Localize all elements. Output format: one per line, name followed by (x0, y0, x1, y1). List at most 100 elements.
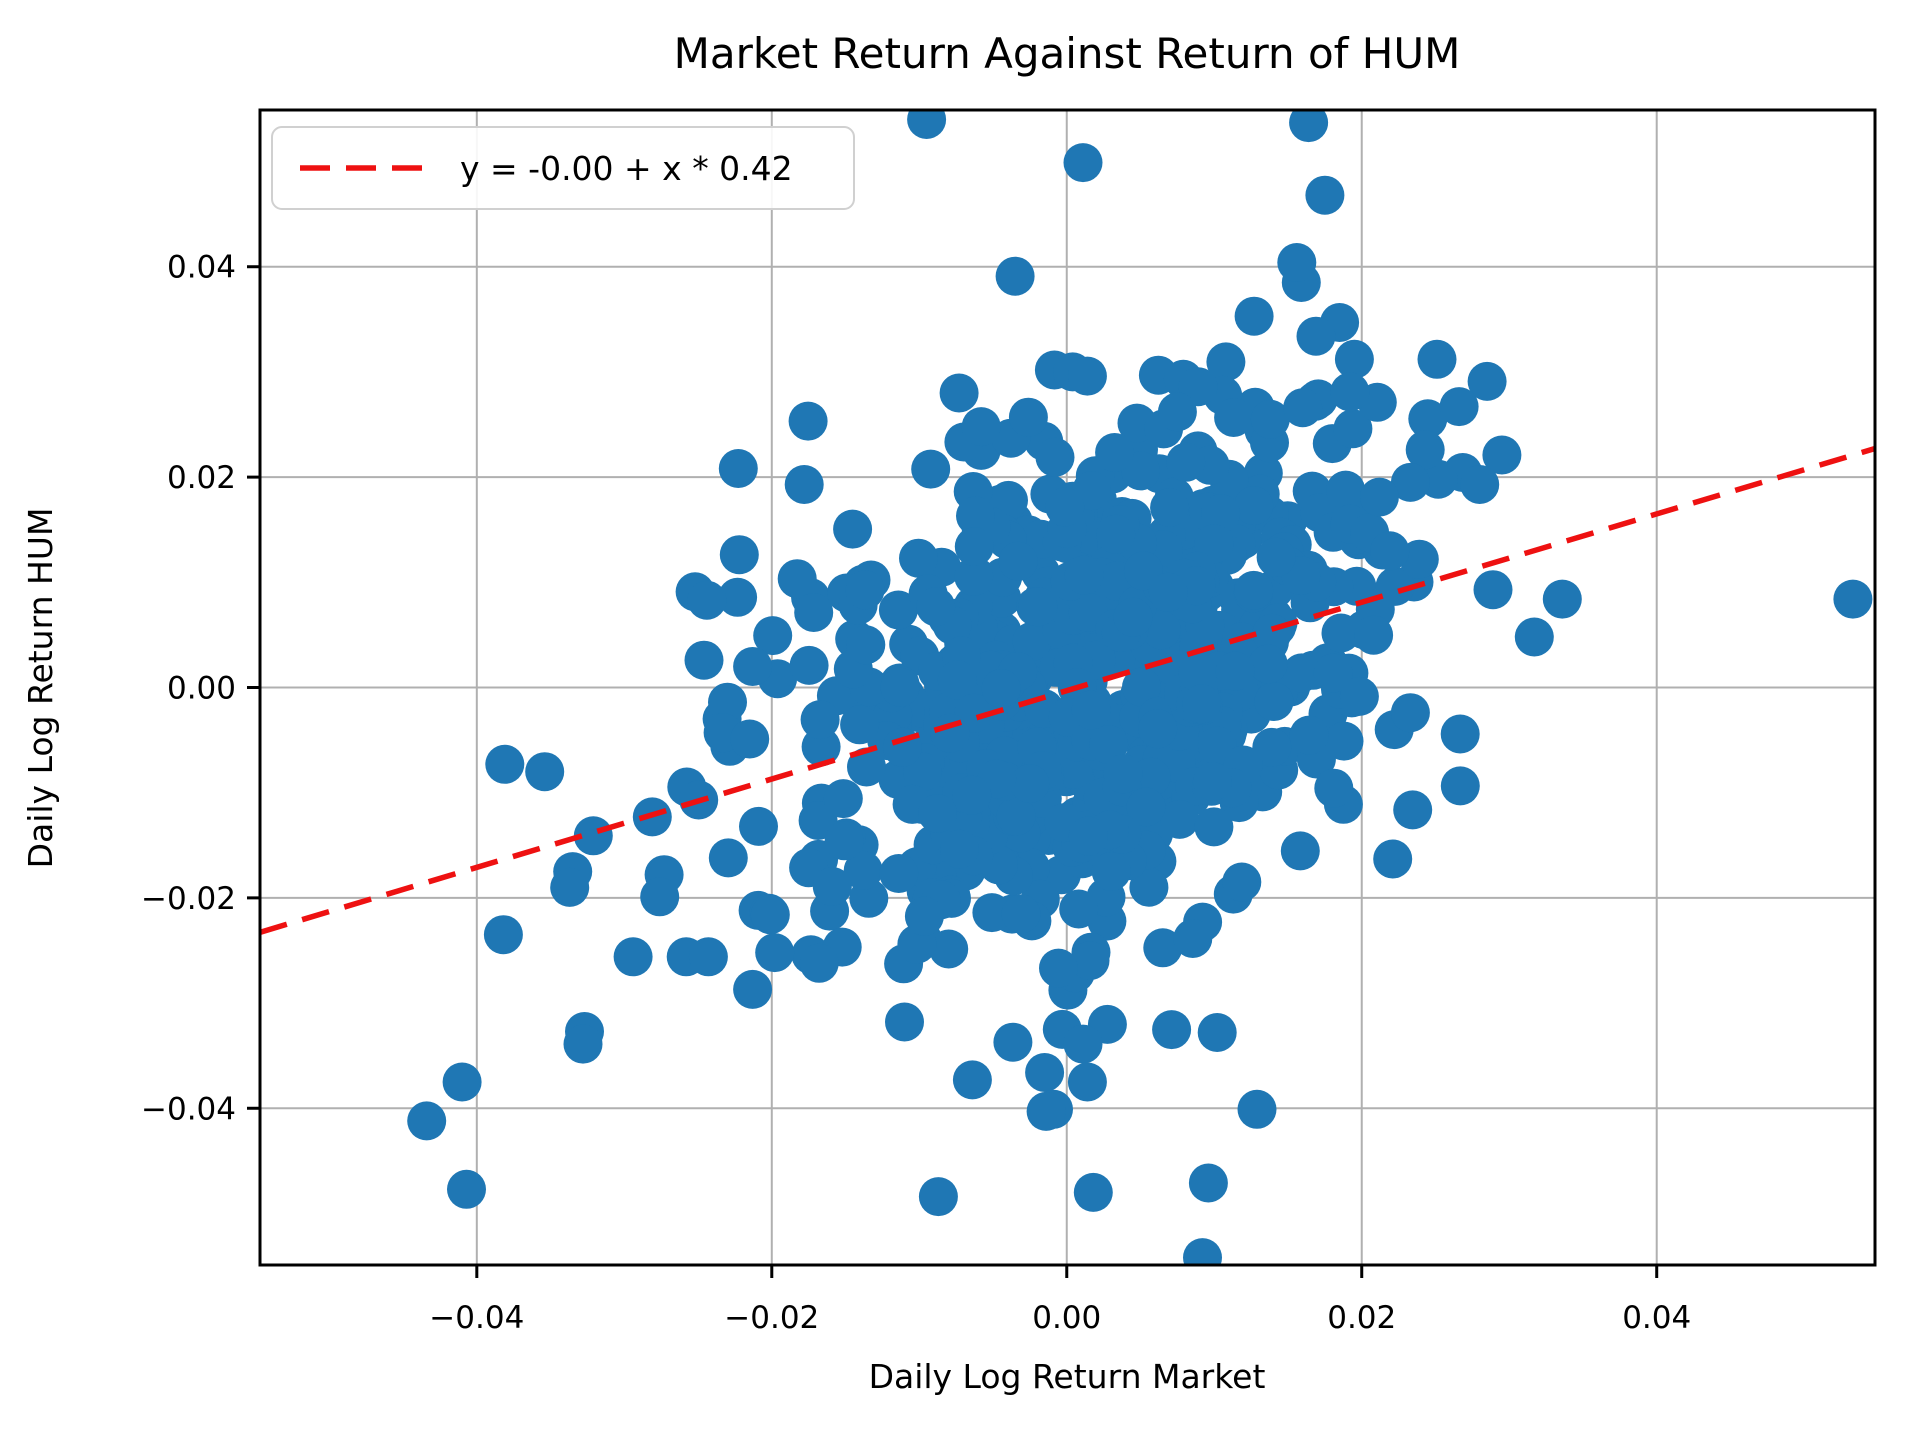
scatter-point (1439, 387, 1479, 427)
scatter-point (1542, 579, 1582, 619)
scatter-point (940, 829, 979, 869)
scatter-point (824, 821, 864, 861)
scatter-point (1330, 372, 1370, 412)
scatter-point (1197, 1013, 1237, 1052)
scatter-point (1129, 867, 1169, 907)
x-tick-label: −0.04 (429, 1300, 524, 1336)
scatter-point (1192, 762, 1232, 801)
scatter-point (840, 705, 880, 745)
scatter-point (1173, 919, 1213, 958)
scatter-point (981, 669, 1021, 708)
scatter-point (1126, 787, 1166, 827)
scatter-point (1063, 1024, 1103, 1064)
scatter-point (1067, 1062, 1107, 1102)
y-tick-label: 0.00 (167, 671, 236, 707)
scatter-point (525, 752, 565, 792)
scatter-point (684, 640, 724, 680)
scatter-point (1008, 397, 1048, 437)
scatter-point (1467, 361, 1507, 401)
scatter-point (1166, 442, 1206, 482)
scatter-point (788, 401, 828, 441)
scatter-point (918, 794, 957, 833)
legend: y = -0.00 + x * 0.42 (271, 126, 855, 210)
scatter-point (1390, 462, 1430, 502)
scatter-point (755, 933, 795, 973)
scatter-point (1280, 831, 1320, 871)
scatter-point (1324, 721, 1364, 761)
scatter-point (1399, 539, 1439, 579)
scatter-point (1122, 667, 1161, 707)
scatter-point (1071, 690, 1111, 730)
scatter-point (1296, 316, 1336, 356)
scatter-point (687, 580, 727, 620)
scatter-point (1234, 486, 1274, 526)
scatter-point (1440, 714, 1480, 754)
scatter-point (750, 895, 790, 935)
scatter-point (899, 538, 938, 578)
scatter-point (688, 937, 728, 977)
y-tick-label: −0.04 (141, 1091, 236, 1127)
scatter-point (777, 559, 817, 599)
scatter-point (878, 590, 918, 630)
scatter-point (911, 449, 951, 489)
scatter-point (640, 877, 680, 917)
scatter-point (1222, 862, 1262, 902)
scatter-point (719, 535, 759, 575)
x-tick-label: 0.04 (1622, 1300, 1691, 1336)
scatter-point (485, 744, 525, 784)
scatter-point (907, 110, 947, 139)
scatter-point (1095, 433, 1135, 472)
scatter-point (1073, 1172, 1113, 1212)
scatter-point (1026, 1091, 1066, 1131)
scatter-point (1333, 409, 1373, 449)
scatter-point (407, 1101, 447, 1141)
scatter-point (972, 893, 1012, 933)
scatter-point (1148, 572, 1188, 612)
scatter-point (1025, 1053, 1065, 1092)
scatter-point (794, 593, 834, 632)
scatter-point (1234, 296, 1274, 336)
scatter-point (1313, 653, 1353, 693)
scatter-point (1390, 693, 1430, 733)
scatter-point (1063, 143, 1103, 183)
scatter-point (812, 867, 852, 906)
scatter-point (1289, 110, 1329, 143)
x-axis-label: Daily Log Return Market (869, 1357, 1266, 1396)
scatter-point (573, 816, 613, 856)
scatter-point (733, 969, 773, 1009)
scatter-point (1354, 615, 1394, 655)
scatter-point (801, 727, 841, 767)
scatter-point (1482, 435, 1522, 475)
scatter-point (1252, 727, 1292, 767)
scatter-point (1234, 570, 1274, 610)
scatter-point (1215, 651, 1255, 691)
scatter-point (1188, 1163, 1228, 1203)
scatter-point (718, 577, 758, 617)
scatter-point (1305, 175, 1345, 215)
scatter-point (1091, 852, 1131, 891)
scatter-point (952, 775, 992, 815)
scatter-point (789, 645, 829, 685)
scatter-point (823, 779, 863, 819)
scatter-point (1282, 653, 1322, 693)
scatter-point (930, 713, 970, 753)
scatter-point (1157, 392, 1197, 432)
scatter-point (1334, 339, 1374, 379)
scatter-point (1178, 652, 1218, 692)
scatter-point (845, 570, 885, 610)
scatter-point (939, 373, 979, 413)
scatter-point (708, 838, 748, 878)
scatter-points-layer (407, 110, 1873, 1265)
scatter-point (996, 796, 1036, 836)
scatter-point (961, 407, 1001, 447)
scatter-point (1283, 388, 1323, 428)
scatter-point (1018, 587, 1058, 627)
scatter-point (1514, 617, 1554, 657)
scatter-point (993, 1022, 1033, 1062)
scatter-point (1277, 243, 1317, 282)
scatter-point (954, 527, 994, 567)
scatter-point (880, 667, 920, 707)
scatter-point (1206, 342, 1246, 382)
